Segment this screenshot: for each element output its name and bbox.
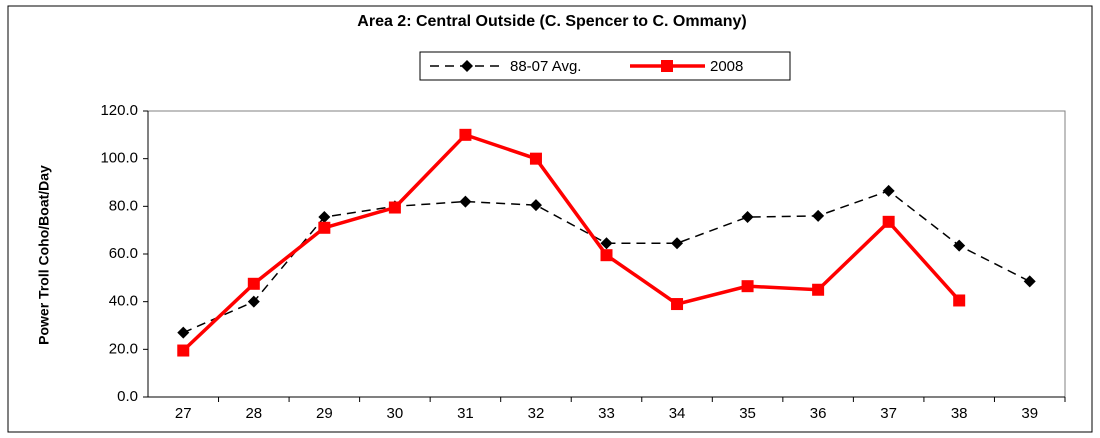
y-tick-label: 100.0 bbox=[100, 150, 138, 167]
x-tick-label: 32 bbox=[528, 405, 545, 422]
legend-marker bbox=[461, 60, 473, 72]
y-tick-label: 20.0 bbox=[109, 340, 138, 357]
x-tick-label: 35 bbox=[739, 405, 756, 422]
data-point bbox=[388, 201, 401, 214]
data-point bbox=[741, 280, 754, 293]
series-line bbox=[182, 132, 961, 352]
data-point bbox=[953, 239, 966, 252]
data-point bbox=[671, 298, 684, 311]
data-point bbox=[1023, 275, 1036, 288]
y-tick-label: 60.0 bbox=[109, 245, 138, 262]
y-tick-label: 80.0 bbox=[109, 197, 138, 214]
data-point bbox=[529, 199, 542, 212]
data-point bbox=[529, 152, 542, 165]
data-point bbox=[953, 294, 966, 307]
data-point bbox=[882, 184, 895, 197]
data-point bbox=[882, 215, 895, 228]
x-tick-label: 34 bbox=[669, 405, 686, 422]
data-point bbox=[247, 277, 260, 290]
data-point bbox=[247, 295, 260, 308]
x-tick-label: 28 bbox=[245, 405, 262, 422]
y-tick-label: 40.0 bbox=[109, 293, 138, 310]
y-tick-label: 0.0 bbox=[117, 388, 138, 405]
x-tick-label: 30 bbox=[387, 405, 404, 422]
x-tick-label: 33 bbox=[598, 405, 615, 422]
data-point bbox=[459, 195, 472, 208]
x-tick-label: 27 bbox=[175, 405, 192, 422]
data-point bbox=[318, 221, 331, 234]
y-axis-label: Power Troll Coho/Boat/Day bbox=[36, 165, 52, 345]
data-point bbox=[671, 237, 684, 250]
legend-label: 2008 bbox=[710, 58, 743, 75]
data-point bbox=[600, 237, 613, 250]
data-point bbox=[318, 211, 331, 224]
x-tick-label: 37 bbox=[880, 405, 897, 422]
legend-marker bbox=[661, 60, 673, 72]
legend-label: 88-07 Avg. bbox=[510, 58, 581, 75]
x-tick-label: 29 bbox=[316, 405, 333, 422]
data-point bbox=[459, 128, 472, 141]
x-tick-label: 38 bbox=[951, 405, 968, 422]
data-point bbox=[812, 209, 825, 222]
data-point bbox=[177, 344, 190, 357]
x-tick-label: 36 bbox=[810, 405, 827, 422]
y-tick-label: 120.0 bbox=[100, 102, 138, 119]
data-point bbox=[600, 249, 613, 262]
data-point bbox=[812, 283, 825, 296]
x-tick-label: 31 bbox=[457, 405, 474, 422]
chart-title: Area 2: Central Outside (C. Spencer to C… bbox=[357, 13, 746, 30]
data-point bbox=[741, 211, 754, 224]
data-point bbox=[177, 326, 190, 339]
x-tick-label: 39 bbox=[1021, 405, 1038, 422]
